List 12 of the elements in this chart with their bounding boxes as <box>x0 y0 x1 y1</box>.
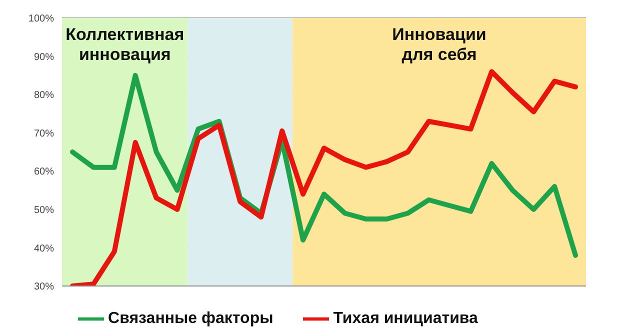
annotation: Коллективная инновация <box>66 25 184 64</box>
legend-label: Связанные факторы <box>108 310 274 328</box>
y-tick-label: 50% <box>34 204 54 216</box>
y-tick-label: 60% <box>34 166 54 178</box>
annotation: Инновации для себя <box>392 25 486 64</box>
y-tick-label: 70% <box>34 128 54 140</box>
legend-label: Тихая инициатива <box>333 310 478 328</box>
y-tick-label: 90% <box>34 52 54 63</box>
y-tick-label: 40% <box>34 243 54 254</box>
y-tick-label: 100% <box>28 14 54 25</box>
y-tick-label: 80% <box>34 90 54 102</box>
y-tick-label: 30% <box>34 282 54 293</box>
